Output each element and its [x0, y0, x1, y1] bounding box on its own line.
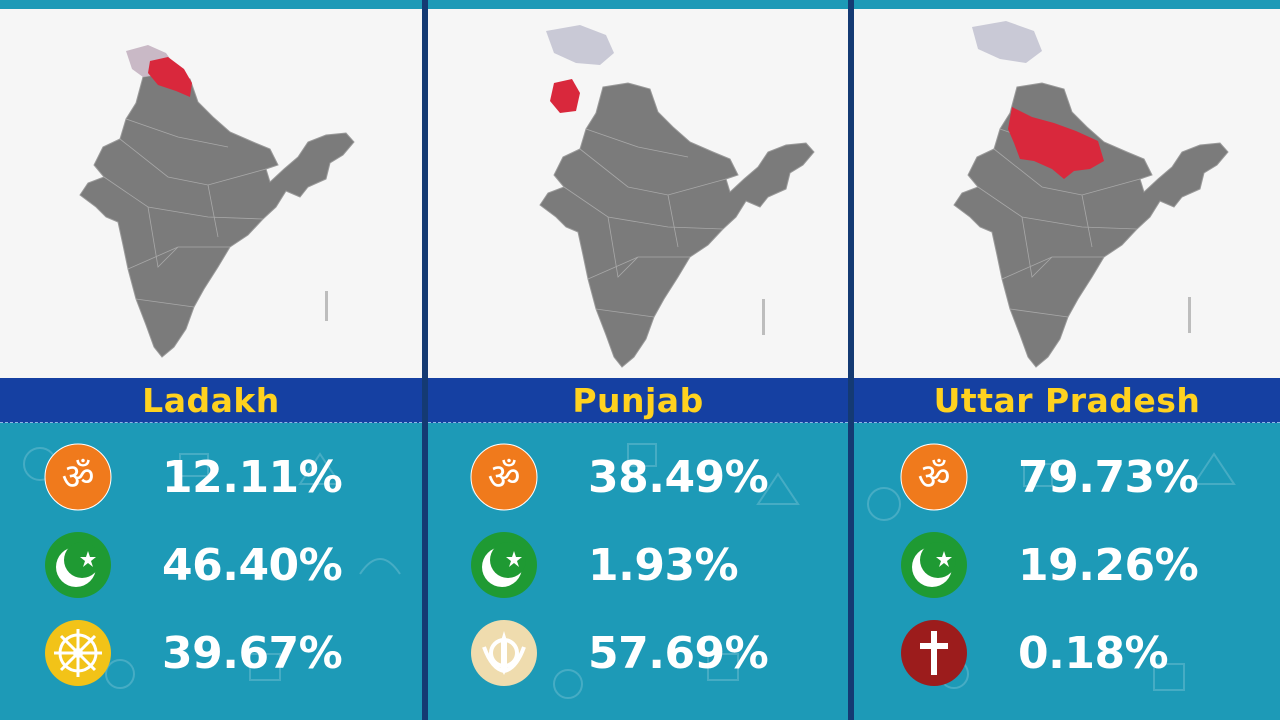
om-icon: ॐ — [900, 443, 968, 511]
state-name: Ladakh — [142, 380, 280, 420]
percentage-value: 57.69% — [588, 627, 769, 679]
percentage-value: 46.40% — [162, 539, 343, 591]
stat-row-hinduism: ॐ 79.73% — [900, 442, 1199, 512]
crescent-star-icon — [900, 531, 968, 599]
religion-stats: ॐ 12.11% 46.40% 39.67% — [0, 424, 422, 720]
svg-text:ॐ: ॐ — [62, 457, 95, 498]
percentage-value: 38.49% — [588, 451, 769, 503]
khanda-icon — [470, 619, 538, 687]
panel-ladakh: Ladakh ॐ 12.11% 46.40% — [0, 0, 422, 720]
stat-row-hinduism: ॐ 38.49% — [470, 442, 769, 512]
crescent-star-icon — [44, 531, 112, 599]
state-title-banner: Punjab — [428, 378, 848, 423]
svg-text:ॐ: ॐ — [488, 457, 521, 498]
state-name: Uttar Pradesh — [933, 380, 1201, 420]
state-title-banner: Uttar Pradesh — [854, 378, 1280, 423]
panel-uttar-pradesh: Uttar Pradesh ॐ 79.73% 19.26% — [854, 0, 1280, 720]
stat-row-islam: 19.26% — [900, 530, 1199, 600]
religion-stats: ॐ 38.49% 1.93% 57.69% — [428, 424, 848, 720]
panel-punjab: Punjab ॐ 38.49% 1.93% — [428, 0, 848, 720]
religion-stats: ॐ 79.73% 19.26% 0.18% — [854, 424, 1280, 720]
percentage-value: 39.67% — [162, 627, 343, 679]
india-map-punjab-highlight — [539, 25, 815, 368]
svg-text:ॐ: ॐ — [918, 457, 951, 498]
background-pattern — [867, 452, 1236, 691]
india-map — [854, 9, 1280, 378]
percentage-value: 19.26% — [1018, 539, 1199, 591]
percentage-value: 79.73% — [1018, 451, 1199, 503]
stat-row-islam: 1.93% — [470, 530, 739, 600]
crescent-star-icon — [470, 531, 538, 599]
state-name: Punjab — [572, 380, 704, 420]
india-map — [428, 9, 848, 378]
stat-row-buddhism: 39.67% — [44, 618, 343, 688]
percentage-value: 1.93% — [588, 539, 739, 591]
cross-icon — [900, 619, 968, 687]
dharma-wheel-icon — [44, 619, 112, 687]
stat-row-hinduism: ॐ 12.11% — [44, 442, 343, 512]
stat-row-christianity: 0.18% — [900, 618, 1169, 688]
stat-row-sikhism: 57.69% — [470, 618, 769, 688]
india-map-ladakh-highlight — [79, 45, 355, 358]
percentage-value: 12.11% — [162, 451, 343, 503]
om-icon: ॐ — [44, 443, 112, 511]
stat-row-islam: 46.40% — [44, 530, 343, 600]
state-title-banner: Ladakh — [0, 378, 422, 423]
india-map — [0, 9, 422, 378]
percentage-value: 0.18% — [1018, 627, 1169, 679]
india-map-uttar-pradesh-highlight — [953, 21, 1229, 368]
background-pattern — [23, 447, 401, 689]
om-icon: ॐ — [470, 443, 538, 511]
